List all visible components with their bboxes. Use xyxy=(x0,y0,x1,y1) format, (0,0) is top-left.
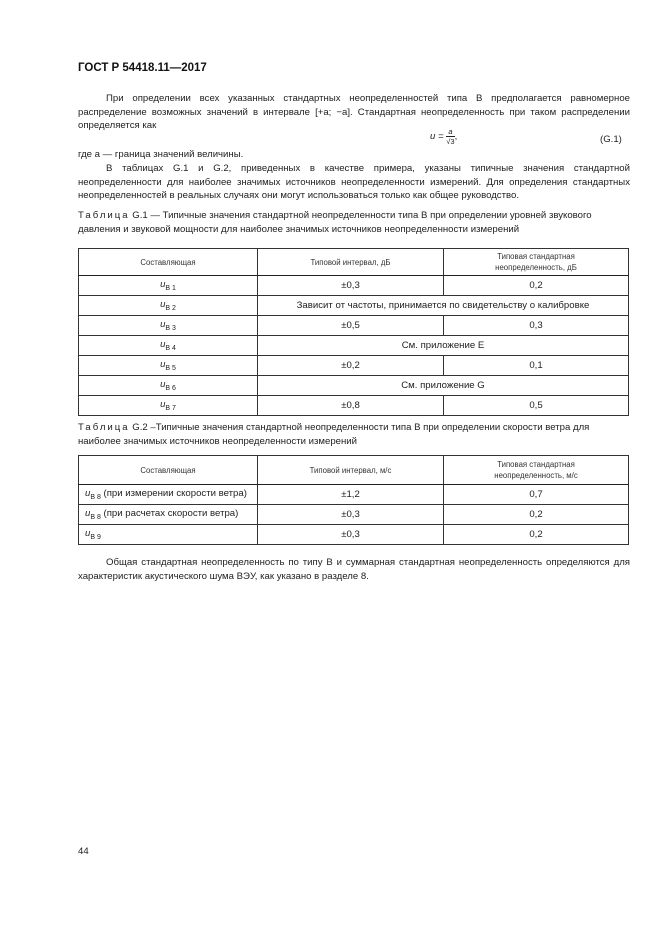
subscript: B 1 xyxy=(165,285,176,292)
formula-numerator: a xyxy=(446,127,455,137)
table2-caption-text: G.2 –Типичные значения стандартной неопр… xyxy=(78,422,590,447)
uncertainty-cell: 0,2 xyxy=(443,504,629,525)
table2-caption: Таблица G.2 –Типичные значения стандартн… xyxy=(78,421,630,448)
symbol: u xyxy=(160,279,166,290)
interval-cell: ±0,8 xyxy=(257,395,444,416)
page-number: 44 xyxy=(78,846,89,857)
component-note: (при измерении скорости ветра) xyxy=(100,488,247,499)
uncertainty-cell: 0,7 xyxy=(443,484,629,505)
formula-g1: u = a √3 , xyxy=(430,127,457,146)
document-header: ГОСТ Р 54418.11—2017 xyxy=(78,62,207,74)
formula-denominator: √3 xyxy=(446,137,455,146)
table2-header-uncertainty: Типовая стандартная неопределенность, м/… xyxy=(443,455,629,485)
interval-cell: ±0,2 xyxy=(257,355,444,376)
closing-paragraph: Общая стандартная неопределенность по ти… xyxy=(78,557,630,582)
subscript: B 5 xyxy=(165,365,176,372)
table-row: uB 8 (при измерении скорости ветра) ±1,2… xyxy=(78,484,629,505)
table2-header-component: Составляющая xyxy=(78,455,258,485)
uncertainty-cell: 0,2 xyxy=(443,524,629,545)
table1-header-component: Составляющая xyxy=(78,248,258,276)
symbol: u xyxy=(160,339,166,350)
where-line: где a — граница значений величины. xyxy=(78,149,244,160)
symbol: u xyxy=(85,488,91,499)
table-row: uB 3 ±0,5 0,3 xyxy=(78,315,629,336)
table-row: uB 6 См. приложение G xyxy=(78,375,629,396)
interval-cell: ±0,3 xyxy=(257,524,444,545)
interval-cell: ±1,2 xyxy=(257,484,444,505)
symbol: u xyxy=(85,508,91,519)
merged-cell: Зависит от частоты, принимается по свиде… xyxy=(257,295,629,316)
symbol: u xyxy=(160,299,166,310)
uncertainty-cell: 0,2 xyxy=(443,275,629,296)
table1-caption-label: Таблица xyxy=(78,210,130,221)
formula-trail: , xyxy=(454,131,458,143)
table1-header-uncertainty: Типовая стандартная неопределенность, дБ xyxy=(443,248,629,276)
formula-fraction: a √3 xyxy=(446,127,455,146)
subscript: B 3 xyxy=(165,325,176,332)
uncertainty-cell: 0,1 xyxy=(443,355,629,376)
symbol: u xyxy=(85,528,91,539)
uncertainty-cell: 0,5 xyxy=(443,395,629,416)
table-g1: Составляющая Типовой интервал, дБ Типова… xyxy=(78,248,629,416)
interval-cell: ±0,5 xyxy=(257,315,444,336)
symbol: u xyxy=(160,379,166,390)
subscript: B 6 xyxy=(165,385,176,392)
subscript: B 2 xyxy=(165,305,176,312)
subscript: B 8 xyxy=(90,494,101,501)
symbol: u xyxy=(160,399,166,410)
table1-header-interval: Типовой интервал, дБ xyxy=(257,248,444,276)
tables-paragraph: В таблицах G.1 и G.2, приведенных в каче… xyxy=(78,163,630,202)
table-row: uB 9 ±0,3 0,2 xyxy=(78,524,629,545)
component-note: (при расчетах скорости ветра) xyxy=(100,508,239,519)
table-row: uB 2 Зависит от частоты, принимается по … xyxy=(78,295,629,316)
merged-cell: См. приложение G xyxy=(257,375,629,396)
formula-lhs: u = xyxy=(430,131,444,143)
interval-cell: ±0,3 xyxy=(257,504,444,525)
intro-paragraph: При определении всех указанных стандартн… xyxy=(78,93,630,132)
table2-header-interval: Типовой интервал, м/с xyxy=(257,455,444,485)
equation-number: (G.1) xyxy=(600,134,622,145)
table2-caption-label: Таблица xyxy=(78,422,130,433)
subscript: B 9 xyxy=(90,534,101,541)
table-row: uB 1 ±0,3 0,2 xyxy=(78,275,629,296)
table-row: uB 4 См. приложение Е xyxy=(78,335,629,356)
table-row: uB 7 ±0,8 0,5 xyxy=(78,395,629,416)
interval-cell: ±0,3 xyxy=(257,275,444,296)
table-row: uB 8 (при расчетах скорости ветра) ±0,3 … xyxy=(78,504,629,525)
subscript: B 4 xyxy=(165,345,176,352)
table1-caption-text: G.1 — Типичные значения стандартной неоп… xyxy=(78,210,592,235)
symbol: u xyxy=(160,319,166,330)
merged-cell: См. приложение Е xyxy=(257,335,629,356)
table-g2: Составляющая Типовой интервал, м/с Типов… xyxy=(78,455,629,545)
table-row: uB 5 ±0,2 0,1 xyxy=(78,355,629,376)
subscript: B 8 xyxy=(90,514,101,521)
uncertainty-cell: 0,3 xyxy=(443,315,629,336)
subscript: B 7 xyxy=(165,405,176,412)
table1-caption: Таблица G.1 — Типичные значения стандарт… xyxy=(78,209,630,236)
symbol: u xyxy=(160,359,166,370)
